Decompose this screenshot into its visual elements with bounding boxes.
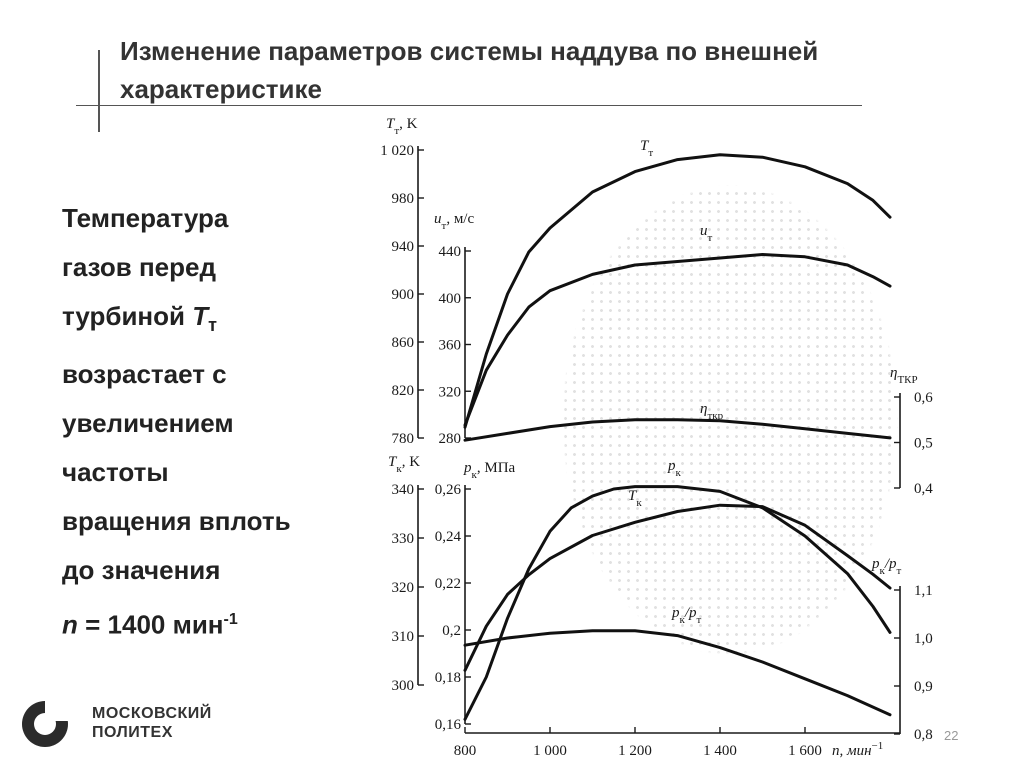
body-line-4: возрастает с (62, 359, 227, 390)
axis-tick-label-pk: 0,22 (435, 576, 461, 592)
axis-tick-label-ut: 360 (439, 338, 462, 354)
series-label-2: ηткр (700, 401, 724, 422)
series-label-3: pк (667, 458, 682, 479)
axis-tick-label-pk: 0,2 (442, 623, 461, 639)
series-line-5 (463, 629, 892, 717)
logo-line-2: ПОЛИТЕХ (92, 724, 173, 741)
logo-line-1: МОСКОВСКИЙ (92, 705, 212, 722)
axis-tick-label-ut: 440 (439, 244, 462, 260)
axis-label-pk: pк, МПа (463, 460, 516, 481)
axis-tick-label-Tt: 940 (392, 239, 415, 255)
axis-tick-label-Tk: 300 (392, 678, 415, 694)
series-line-0 (463, 153, 892, 429)
axis-label-Tt: Tт, K (386, 116, 418, 137)
series-label-0: Tт (640, 138, 653, 159)
body-line-3: турбиной Tт (62, 292, 362, 350)
axis-tick-label-Tt: 820 (392, 383, 415, 399)
axis-tick-label-pkpt: 1,1 (914, 583, 933, 599)
body-text: Температура газов перед турбиной Tт возр… (62, 194, 362, 650)
axis-tick-label-Tt: 980 (392, 191, 415, 207)
series-line-3 (463, 485, 892, 721)
series-line-1 (463, 253, 892, 427)
body-line-1: Температура (62, 203, 229, 233)
axis-tick-label-Tt: 1 020 (380, 143, 414, 159)
axis-tick-label-Tt: 860 (392, 335, 415, 351)
page-number: 22 (944, 728, 959, 743)
axis-tick-label-pk: 0,26 (435, 482, 462, 498)
x-tick-label: 800 (454, 743, 477, 759)
tt-symbol: T (192, 301, 209, 331)
body-line-5: увеличением (62, 408, 234, 439)
mospolytech-logo-icon (22, 700, 71, 747)
body-line-6: частоты (62, 457, 169, 488)
body-line-7: вращения вплоть (62, 506, 291, 537)
n-symbol: n (62, 609, 78, 640)
axis-tick-label-eta: 0,5 (914, 436, 933, 452)
axis-tick-label-pk: 0,24 (435, 529, 462, 545)
body-line-9: n = 1400 мин-1 (62, 595, 362, 650)
body-line-8: до значения (62, 555, 221, 586)
axis-tick-label-Tk: 340 (392, 482, 415, 498)
axis-tick-label-pkpt: 0,8 (914, 727, 933, 743)
x-tick-label: 1 600 (788, 743, 822, 759)
axis-tick-label-pk: 0,18 (435, 670, 461, 686)
x-axis-label: n, мин−1 (832, 740, 883, 759)
x-tick-label: 1 000 (533, 743, 567, 759)
logo-text: МОСКОВСКИЙ ПОЛИТЕХ (92, 704, 212, 742)
axis-label-ut: uт, м/с (434, 211, 474, 232)
body-line-2: газов перед (62, 252, 216, 282)
body-line-3-text: турбиной (62, 301, 185, 331)
axis-label-pkpt: pк/pт (871, 556, 902, 577)
series-line-4 (463, 503, 892, 672)
axis-tick-label-ut: 400 (439, 291, 462, 307)
series-line-2 (463, 418, 892, 442)
axis-tick-label-eta: 0,4 (914, 481, 933, 497)
axis-tick-label-Tk: 310 (392, 629, 415, 645)
tt-subscript: т (208, 315, 217, 336)
slide-title: Изменение параметров системы наддува по … (120, 36, 819, 104)
axis-tick-label-pkpt: 0,9 (914, 679, 933, 695)
series-label-5: pк/pт (671, 605, 702, 626)
n-value: = 1400 мин (77, 609, 224, 640)
axis-tick-label-pkpt: 1,0 (914, 631, 933, 647)
title-horizontal-rule (76, 105, 862, 106)
x-tick-label: 1 400 (703, 743, 737, 759)
axis-tick-label-ut: 320 (439, 384, 462, 400)
series-label-1: uт (700, 223, 713, 244)
axis-tick-label-ut: 280 (439, 431, 462, 447)
series-label-4: Tк (628, 488, 642, 509)
axis-label-Tk: Tк, K (388, 454, 420, 475)
title-vertical-rule (98, 50, 100, 132)
axis-tick-label-pk: 0,16 (435, 717, 462, 733)
x-tick-label: 1 200 (618, 743, 652, 759)
axis-tick-label-Tk: 330 (392, 531, 415, 547)
axis-tick-label-Tt: 900 (392, 287, 415, 303)
axis-label-eta: ηТКР (890, 365, 918, 386)
n-exponent: -1 (223, 611, 238, 629)
axis-tick-label-Tt: 780 (392, 431, 415, 447)
axis-tick-label-eta: 0,6 (914, 390, 933, 406)
axis-tick-label-Tk: 320 (392, 580, 415, 596)
